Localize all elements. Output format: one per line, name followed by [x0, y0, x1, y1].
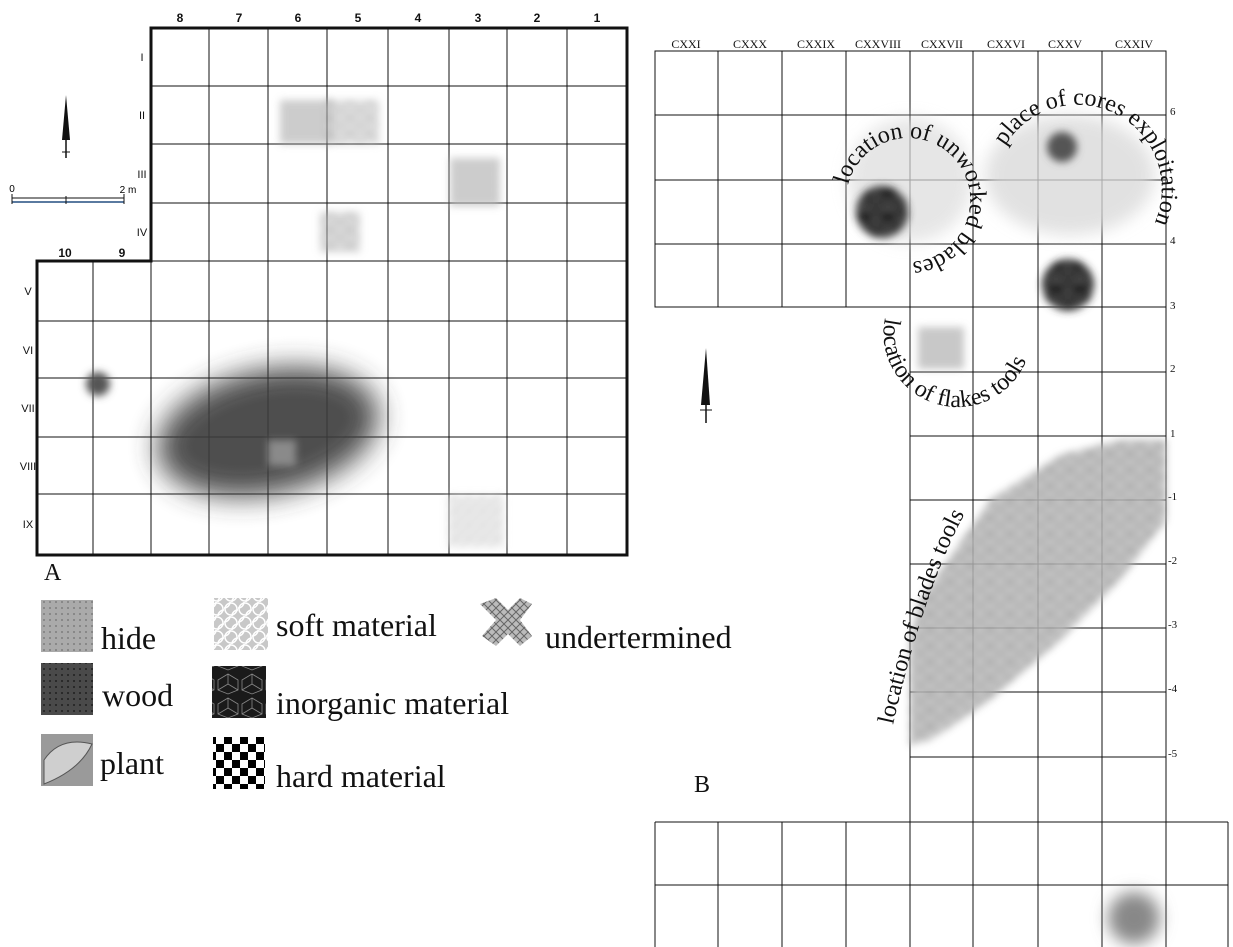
undetermined-zone — [280, 100, 332, 144]
row-label: 4 — [1170, 235, 1176, 247]
col-label: CXXIX — [797, 37, 835, 51]
legend-inorganic-label: inorganic material — [276, 685, 510, 721]
soft-swatch — [214, 598, 268, 650]
row-label: VI — [23, 345, 33, 357]
row-label: -4 — [1168, 683, 1178, 695]
wood-swatch — [41, 663, 93, 715]
hide-swatch — [41, 600, 93, 652]
blades-tools-zone — [910, 440, 1166, 745]
cores-zone — [985, 115, 1155, 235]
panel-a-label: A — [44, 560, 62, 586]
row-label: III — [137, 169, 146, 181]
col-label: 9 — [119, 246, 126, 260]
legend-hide-label: hide — [101, 620, 157, 656]
col-label: CXXX — [733, 37, 767, 51]
row-label: V — [24, 286, 32, 298]
col-label: CXXIV — [1115, 37, 1153, 51]
row-label: I — [140, 52, 143, 64]
legend-plant-label: plant — [100, 745, 164, 781]
legend-hard-label: hard material — [276, 758, 446, 794]
blade-spot-iv — [320, 212, 360, 252]
col-label: 1 — [594, 11, 601, 25]
north-arrow-icon — [62, 95, 70, 158]
legend-wood-label: wood — [102, 677, 174, 713]
legend-undetermined-label: undertermined — [545, 619, 732, 655]
panel-a-features — [86, 100, 504, 547]
panel-b-label: B — [694, 772, 711, 798]
col-label: 7 — [236, 11, 243, 25]
row-label: -1 — [1168, 491, 1177, 503]
col-label: 2 — [534, 11, 541, 25]
hard-spot — [450, 158, 500, 206]
scale-end: 2 m — [120, 185, 137, 196]
row-label: VIII — [20, 461, 37, 473]
legend-soft-label: soft material — [276, 607, 437, 643]
row-label: 3 — [1170, 300, 1176, 312]
row-label: 6 — [1170, 106, 1176, 118]
row-label: VII — [21, 403, 34, 415]
row-label: -2 — [1168, 555, 1177, 567]
col-label: 4 — [415, 11, 422, 25]
col-label: 10 — [58, 246, 72, 260]
wood-zone — [157, 367, 379, 497]
legend — [41, 598, 532, 789]
col-label: CXXV — [1048, 37, 1082, 51]
col-label: CXXVIII — [855, 37, 901, 51]
blade-spot — [327, 100, 379, 144]
row-label: IV — [137, 227, 148, 239]
col-label: CXXI — [671, 37, 700, 51]
undetermined-swatch — [480, 598, 532, 646]
hard-swatch — [213, 737, 265, 789]
panel-b-features — [848, 115, 1166, 944]
scale-bar: 0 2 m — [9, 184, 136, 204]
col-label: CXXVII — [921, 37, 963, 51]
undetermined-spot — [268, 440, 296, 466]
soft-spot — [448, 495, 504, 547]
col-label: 6 — [295, 11, 302, 25]
north-arrow-icon — [700, 348, 712, 423]
scale-start: 0 — [9, 184, 15, 195]
wood-spot — [86, 372, 110, 396]
row-label: II — [139, 110, 145, 122]
row-label: -5 — [1168, 748, 1178, 760]
col-label: 3 — [475, 11, 482, 25]
col-label: 8 — [177, 11, 184, 25]
inorganic-swatch — [212, 666, 266, 718]
row-label: IX — [23, 519, 34, 531]
row-label: 2 — [1170, 363, 1176, 375]
col-label: 5 — [355, 11, 362, 25]
row-label: -3 — [1168, 619, 1178, 631]
col-label: CXXVI — [987, 37, 1025, 51]
row-label: 1 — [1170, 428, 1176, 440]
